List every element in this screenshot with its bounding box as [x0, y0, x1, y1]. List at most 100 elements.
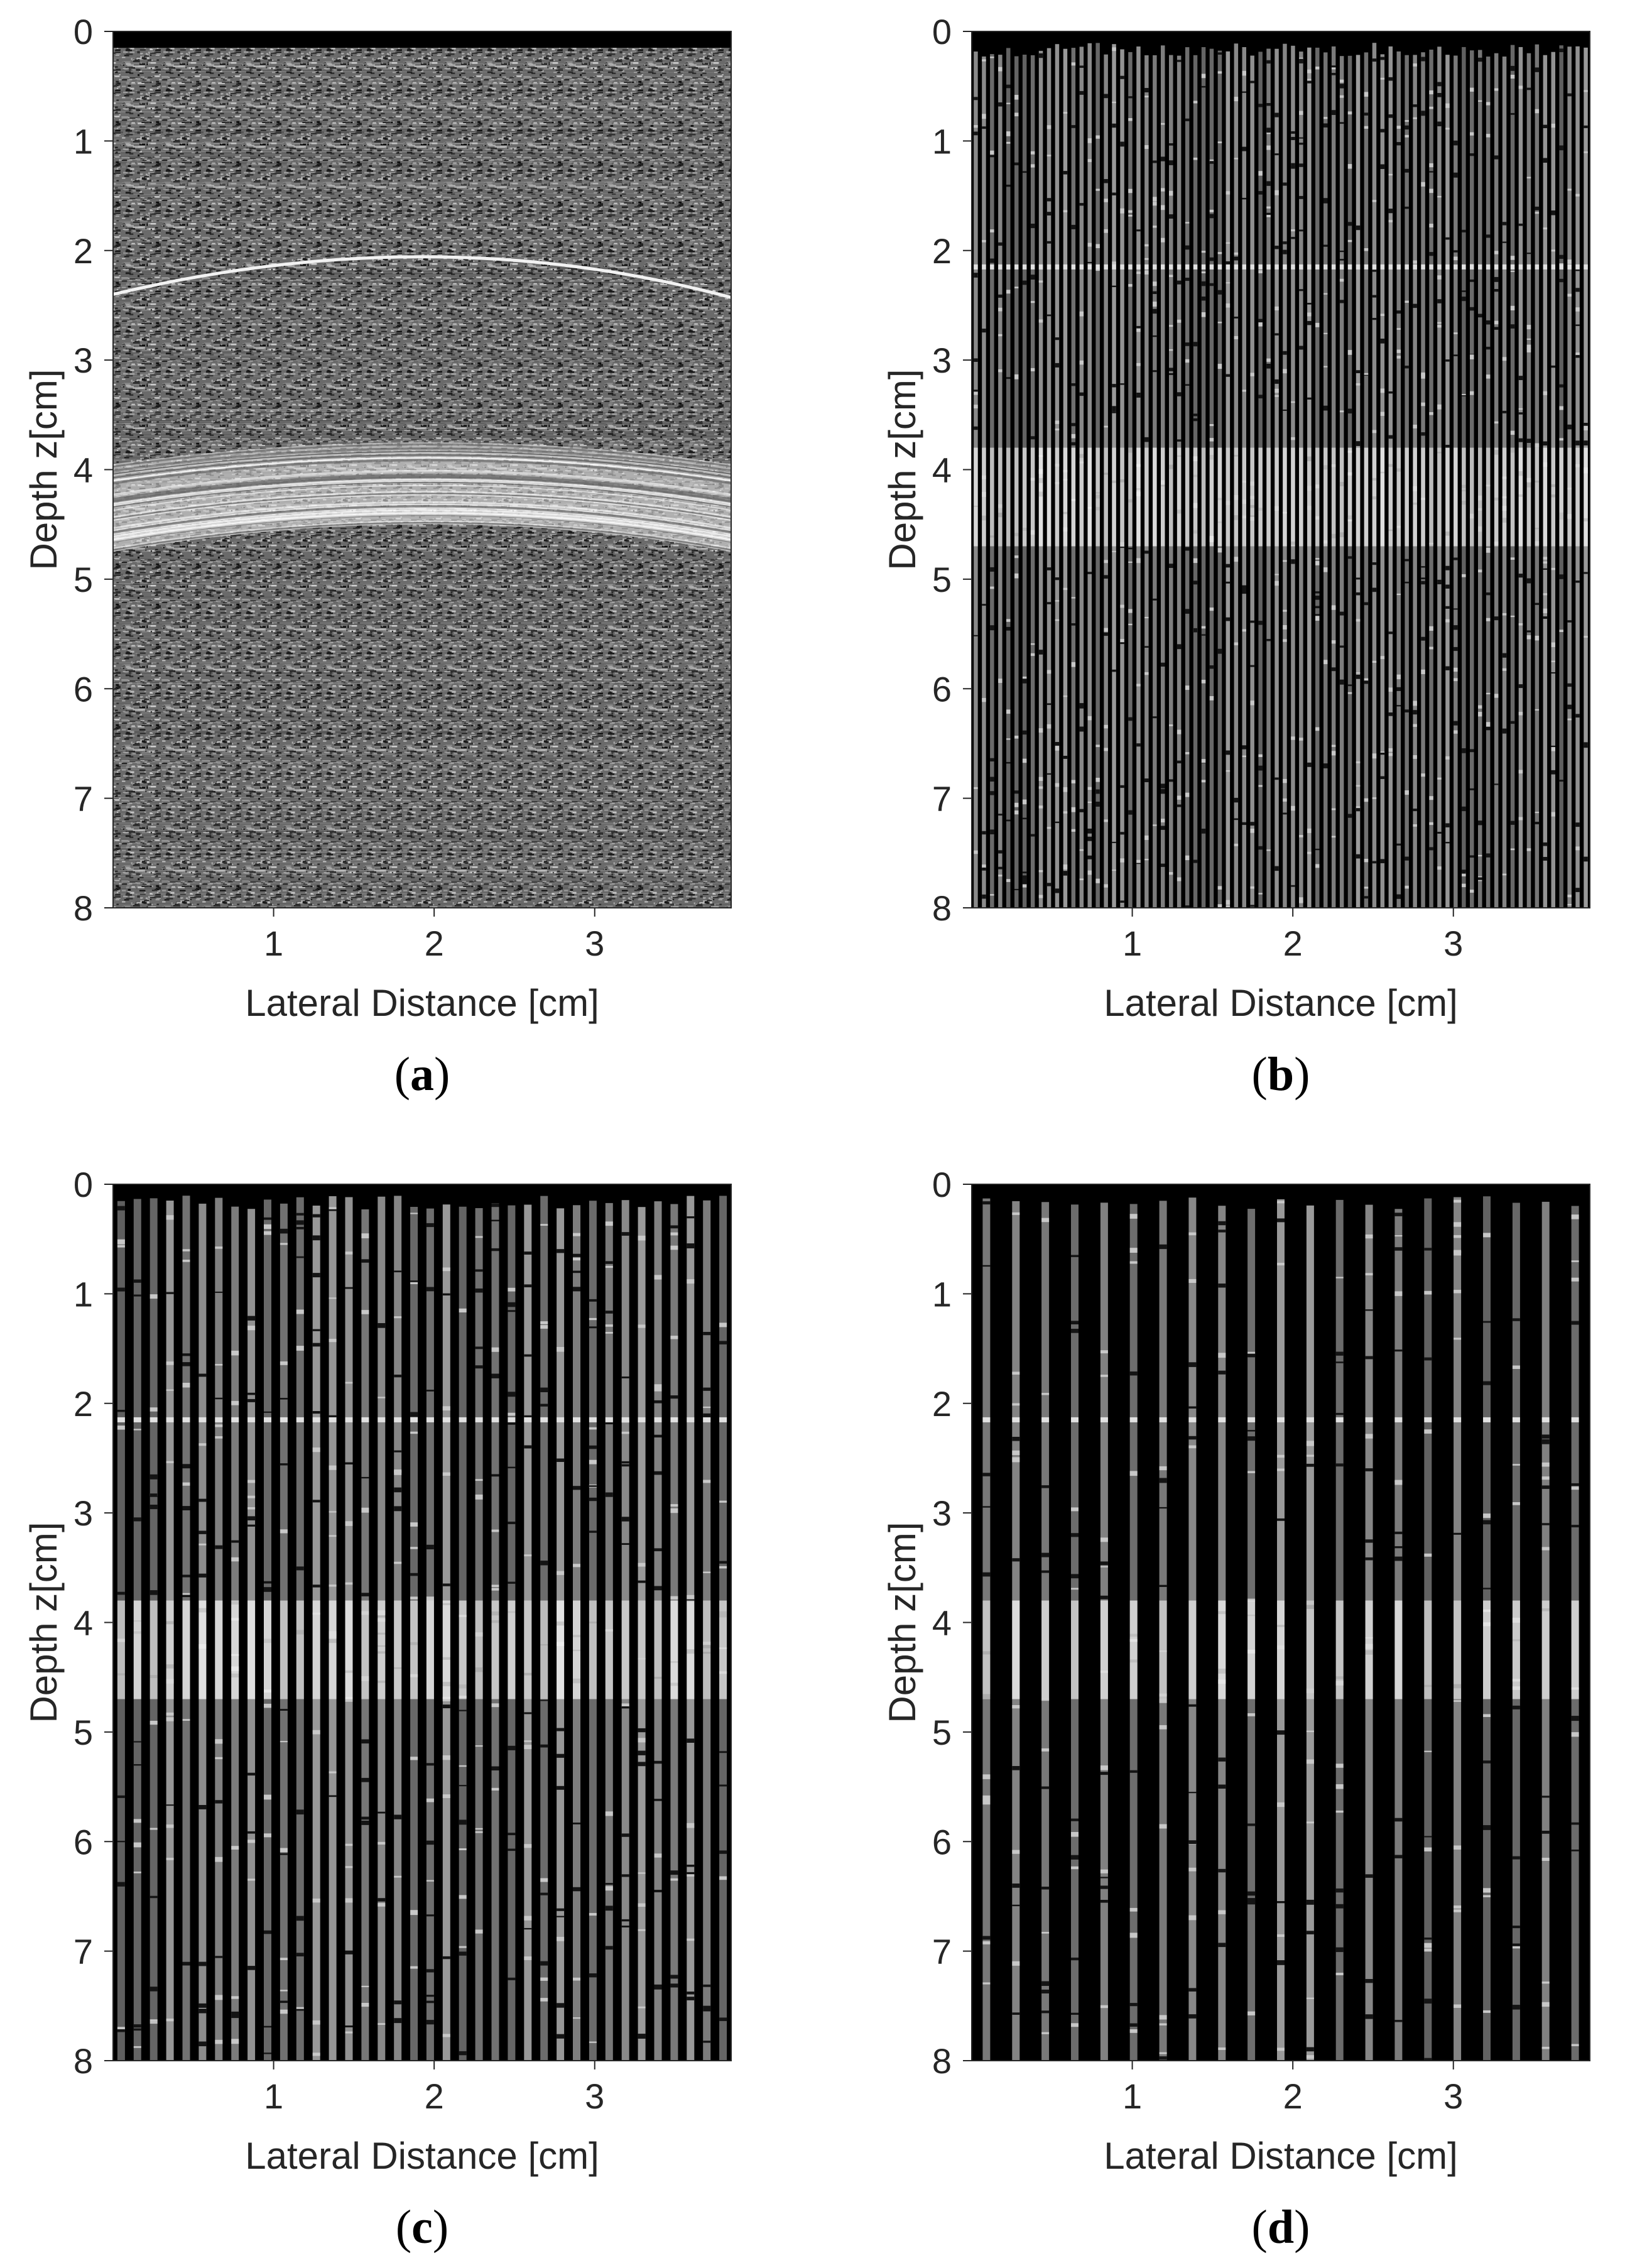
- scan-line: [1046, 48, 1052, 908]
- y-tick-label: 1: [73, 1274, 93, 1314]
- scan-line: [1535, 44, 1540, 908]
- scan-line: [1584, 47, 1588, 908]
- scan-line: [1038, 50, 1043, 908]
- scan-line: [654, 1201, 662, 2061]
- scan-line: [1006, 48, 1011, 908]
- scan-line: [394, 1196, 402, 2061]
- panel-d: 0 1 2 3 4 5 6 7 8 1 2 3 Lateral Distance [cm] Depth z…: [881, 1165, 1590, 2254]
- scan-line: [1429, 50, 1433, 908]
- scan-line: [1421, 52, 1425, 908]
- scan-line: [1100, 1202, 1108, 2061]
- scan-line: [1543, 55, 1548, 908]
- scan-line: [1571, 1206, 1579, 2061]
- scan-line: [198, 1203, 207, 2061]
- scan-line: [1526, 53, 1531, 908]
- scan-line: [1063, 48, 1068, 908]
- scan-line: [703, 1200, 711, 2061]
- scan-line: [491, 1203, 499, 2061]
- scan-line: [215, 1197, 223, 2061]
- scan-line: [1250, 55, 1254, 908]
- y-tick-label: 8: [73, 2041, 93, 2081]
- bright-tissue-band: [113, 442, 731, 552]
- scan-line: [1177, 55, 1182, 908]
- scan-line: [1159, 1201, 1167, 2061]
- y-tick-label: 7: [73, 779, 93, 819]
- x-tick-label: 2: [425, 2076, 444, 2116]
- scan-line: [990, 54, 994, 908]
- scan-line: [524, 1204, 532, 2061]
- scan-line: [638, 1207, 646, 2061]
- scan-line: [1209, 48, 1214, 908]
- scan-line: [1388, 46, 1393, 908]
- scan-line: [1277, 1199, 1285, 2061]
- y-tick-label: 0: [932, 1165, 952, 1204]
- scan-line: [1258, 52, 1263, 908]
- y-tick-label: 3: [73, 341, 93, 380]
- y-tick-label: 6: [73, 1822, 93, 1862]
- scan-line: [1144, 55, 1149, 908]
- scan-line: [1478, 50, 1482, 908]
- panel-a: 0 1 2 3 4 5 6 7 8 1 2 3 Lateral Distance [cm] Depth z…: [23, 12, 732, 1101]
- scan-line: [475, 1208, 483, 2061]
- scan-line: [1012, 1201, 1020, 2061]
- scan-line: [1185, 47, 1190, 908]
- scan-line: [1234, 43, 1239, 908]
- scan-line: [1274, 48, 1279, 908]
- y-tick-label: 0: [73, 12, 93, 52]
- y-tick-label: 1: [932, 121, 952, 161]
- scan-line: [1424, 1198, 1432, 2061]
- scan-line: [1551, 52, 1555, 908]
- bmode-image-b: [972, 31, 1590, 908]
- y-tick-label: 7: [932, 779, 952, 819]
- scan-line: [1470, 50, 1474, 908]
- scan-line: [719, 1196, 727, 2061]
- scan-line: [1299, 52, 1303, 908]
- scan-line: [247, 1209, 256, 2061]
- scan-line: [1095, 43, 1100, 908]
- scan-line: [1104, 54, 1108, 908]
- scan-line: [1161, 45, 1165, 908]
- scan-line: [1454, 1197, 1462, 2061]
- scan-line: [1242, 47, 1246, 908]
- scan-line: [1030, 55, 1035, 908]
- scan-line: [182, 1196, 190, 2061]
- scan-line: [280, 1203, 288, 2061]
- x-tick-label: 3: [1443, 924, 1463, 963]
- scan-line: [982, 56, 986, 908]
- x-tick-label: 2: [425, 924, 444, 963]
- scan-line: [1454, 55, 1458, 908]
- x-axis-label: Lateral Distance [cm]: [1104, 982, 1458, 1024]
- scan-line: [557, 1208, 565, 2061]
- scan-line: [605, 1202, 613, 2061]
- scan-line: [589, 1201, 597, 2061]
- x-tick-label: 1: [1122, 924, 1142, 963]
- scan-line: [1217, 50, 1222, 908]
- x-tick-label: 1: [1122, 2076, 1142, 2116]
- scan-line: [149, 1198, 158, 2061]
- scan-line: [1169, 55, 1173, 908]
- scan-line: [1405, 55, 1409, 908]
- scan-line: [166, 1201, 174, 2061]
- x-tick-label: 3: [585, 924, 604, 963]
- scan-line: [1129, 1204, 1138, 2061]
- y-axis-label: Depth z[cm]: [23, 1522, 65, 1723]
- y-axis-label: Depth z[cm]: [881, 369, 923, 570]
- y-tick-label: 3: [932, 1493, 952, 1533]
- scan-line: [1347, 55, 1352, 908]
- scan-line: [1153, 55, 1157, 908]
- panel-caption: (b): [1252, 1048, 1310, 1101]
- scan-line: [1462, 46, 1466, 908]
- y-tick-label: 2: [932, 1384, 952, 1424]
- scan-line: [998, 55, 1003, 908]
- scan-line: [1193, 55, 1198, 908]
- panel-c: 0 1 2 3 4 5 6 7 8 1 2 3 Lateral Distance [cm] Depth z…: [23, 1165, 732, 2254]
- scan-line: [1486, 57, 1491, 908]
- y-tick-label: 3: [932, 341, 952, 380]
- scan-line: [1112, 44, 1116, 908]
- scan-line: [1567, 46, 1572, 908]
- scan-line: [687, 1196, 695, 2061]
- scan-line: [1226, 51, 1231, 908]
- scan-line: [670, 1204, 678, 2061]
- y-tick-label: 8: [932, 2041, 952, 2081]
- scan-line: [1128, 52, 1133, 908]
